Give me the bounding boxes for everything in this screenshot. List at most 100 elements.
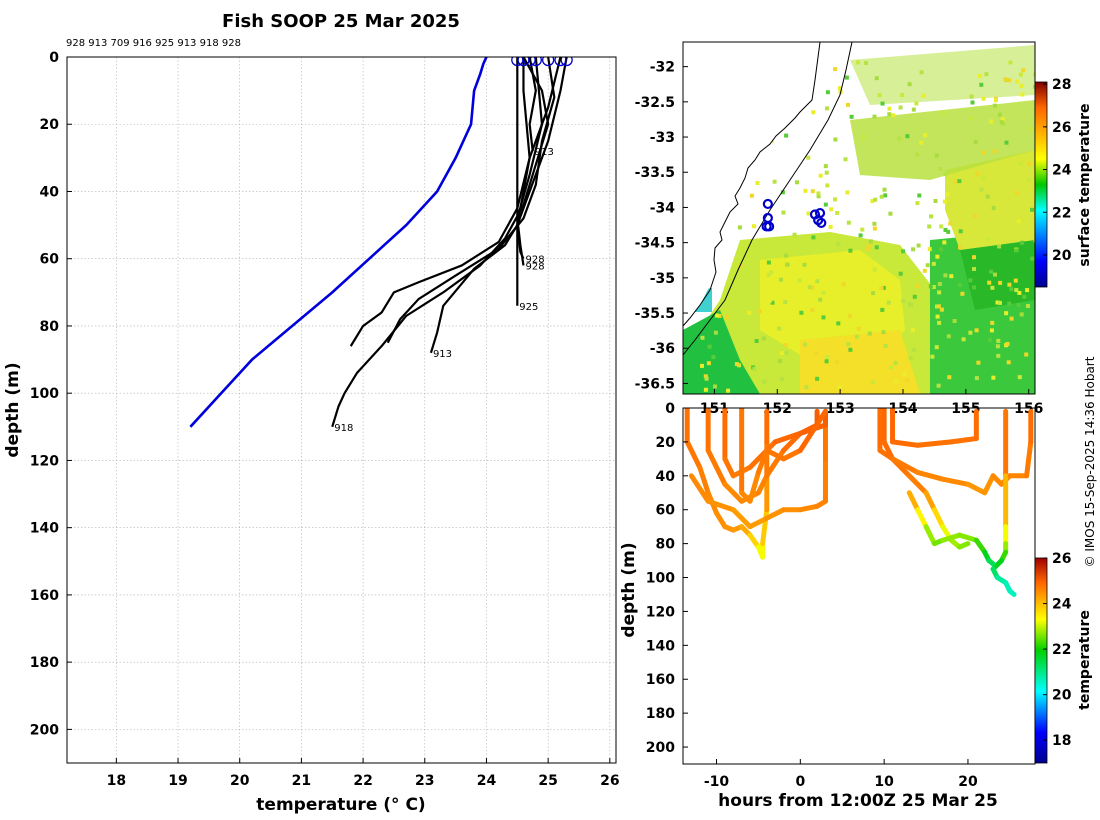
sst-speckle bbox=[755, 181, 760, 185]
profile-plot-ytick-label: 80 bbox=[40, 319, 60, 335]
sst-speckle bbox=[861, 134, 866, 139]
sst-speckle bbox=[854, 334, 859, 339]
sst-speckle bbox=[1007, 282, 1012, 287]
sst-speckle bbox=[846, 220, 851, 225]
sst-eddy-core-patch bbox=[960, 240, 1035, 310]
section-track-segment bbox=[982, 473, 996, 496]
sst-north-patch bbox=[850, 100, 1035, 180]
sst-speckle bbox=[873, 197, 878, 202]
sst-speckle bbox=[785, 262, 790, 267]
sst-speckle bbox=[803, 342, 808, 347]
sst-speckle bbox=[887, 106, 892, 111]
profile-line bbox=[331, 57, 550, 428]
sst-speckle bbox=[871, 291, 876, 296]
sst-colorbar-tick-label: 20 bbox=[1052, 248, 1072, 264]
sst-speckle bbox=[874, 76, 879, 81]
sst-speckle bbox=[704, 376, 709, 381]
sst-speckle bbox=[894, 379, 899, 384]
sst-speckle bbox=[917, 193, 922, 198]
profile-plot-xlabel: temperature (° C) bbox=[256, 795, 425, 815]
sst-speckle bbox=[927, 247, 932, 252]
sst-speckle bbox=[783, 343, 788, 347]
sst-speckle bbox=[943, 273, 948, 278]
sst-speckle bbox=[836, 321, 841, 326]
sst-speckle bbox=[1022, 294, 1027, 299]
profile-plot-grid bbox=[67, 56, 616, 763]
section-track-segment bbox=[772, 430, 803, 445]
sst-speckle bbox=[837, 385, 842, 390]
sst-speckle bbox=[976, 360, 981, 365]
sst-speckle bbox=[902, 372, 907, 377]
sst-speckle bbox=[923, 133, 928, 138]
sst-speckle bbox=[1032, 84, 1035, 89]
sst-speckle bbox=[897, 136, 902, 141]
sst-speckle bbox=[952, 319, 957, 323]
sst-speckle bbox=[818, 173, 823, 178]
sst-speckle bbox=[973, 214, 978, 219]
section-track-segment bbox=[915, 469, 946, 482]
sst-speckle bbox=[992, 149, 997, 154]
sst-speckle bbox=[713, 330, 718, 335]
sst-speckle bbox=[985, 237, 990, 242]
sst-speckle bbox=[901, 298, 906, 303]
temperature-colorbar-tick-label: 20 bbox=[1052, 688, 1072, 704]
sst-speckle bbox=[846, 342, 851, 347]
sst-speckle bbox=[703, 374, 708, 379]
sst-speckle bbox=[941, 111, 946, 115]
sst-speckle bbox=[1033, 238, 1035, 243]
sst-speckle bbox=[761, 336, 766, 341]
section-track-segment bbox=[755, 447, 770, 475]
sst-speckle bbox=[1009, 287, 1014, 292]
section-track-segment bbox=[940, 476, 971, 487]
sst-speckle bbox=[927, 224, 932, 229]
sst-speckle bbox=[1017, 290, 1022, 295]
sst-speckle bbox=[1033, 72, 1035, 77]
sst-speckle bbox=[1007, 301, 1012, 306]
sst-speckle bbox=[860, 227, 865, 232]
sst-speckle bbox=[747, 310, 752, 315]
sst-speckle bbox=[937, 290, 942, 295]
sst-speckle bbox=[803, 188, 808, 193]
sst-speckle bbox=[868, 239, 873, 244]
sst-speckle bbox=[1005, 342, 1010, 346]
sst-speckle bbox=[990, 320, 995, 325]
sst-speckle bbox=[913, 364, 918, 369]
section-plot-ytick-label: 140 bbox=[646, 638, 675, 654]
sst-speckle bbox=[783, 300, 788, 305]
sst-speckle bbox=[833, 137, 838, 142]
sst-speckle bbox=[992, 103, 997, 108]
profile-plot-ytick-label: 120 bbox=[30, 453, 59, 469]
temperature-colorbar-tick-label: 18 bbox=[1052, 733, 1071, 749]
profile-id-label: 913 bbox=[535, 147, 554, 158]
sst-speckle bbox=[997, 112, 1002, 117]
sst-speckle bbox=[957, 179, 962, 184]
sst-speckle bbox=[945, 192, 950, 197]
section-plot-ytick-label: 0 bbox=[665, 401, 675, 417]
sst-speckle bbox=[909, 303, 913, 307]
sst-speckle bbox=[707, 344, 712, 349]
chart-title: Fish SOOP 25 Mar 2025 bbox=[222, 11, 460, 32]
sst-speckle bbox=[780, 190, 785, 195]
sst-colorbar-label: surface temperature bbox=[1077, 103, 1093, 266]
section-track-segment bbox=[722, 481, 745, 504]
temperature-colorbar-tick-label: 22 bbox=[1052, 642, 1071, 658]
sst-speckle bbox=[997, 244, 1002, 249]
profile-plot-ytick-label: 100 bbox=[30, 386, 59, 402]
profile-plot-xtick-label: 18 bbox=[107, 773, 126, 789]
section-track-segment bbox=[890, 439, 921, 448]
section-track-segment bbox=[697, 464, 711, 496]
temperature-colorbar-tick-label: 24 bbox=[1052, 597, 1072, 613]
sst-speckle bbox=[881, 330, 886, 335]
sst-speckle bbox=[784, 253, 789, 258]
sst-speckle bbox=[930, 354, 935, 359]
sst-speckle bbox=[937, 320, 942, 325]
sst-speckle bbox=[998, 280, 1003, 285]
sst-map-ytick-label: -34.5 bbox=[635, 236, 675, 252]
sst-speckle bbox=[893, 283, 898, 288]
sst-speckle bbox=[799, 310, 804, 315]
sst-speckle bbox=[858, 233, 863, 238]
sst-speckle bbox=[779, 351, 784, 356]
sst-speckle bbox=[867, 331, 872, 336]
sst-speckle bbox=[772, 179, 777, 184]
sst-speckle bbox=[779, 277, 783, 282]
